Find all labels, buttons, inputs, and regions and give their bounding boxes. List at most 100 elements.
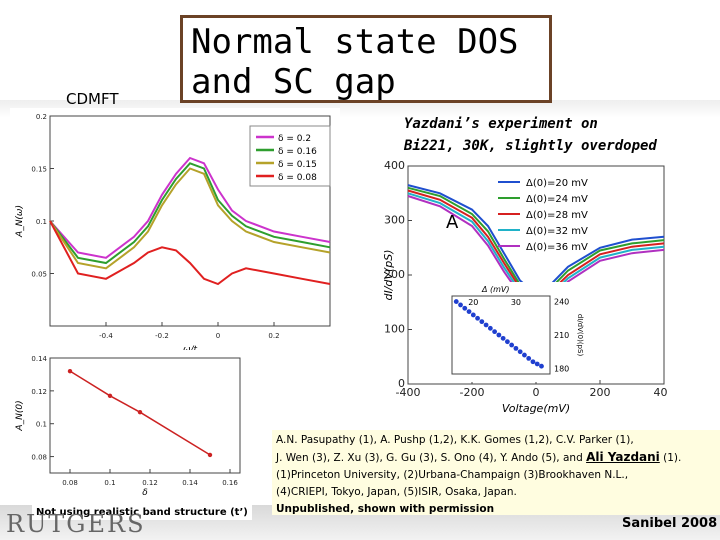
inset-data-point — [509, 342, 515, 348]
ref-author-highlight[interactable]: Ali Yazdani — [586, 450, 660, 464]
inset-data-point — [526, 356, 532, 361]
inset-data-point — [487, 325, 493, 331]
ref-line1: A.N. Pasupathy (1), A. Pushp (1,2), K.K.… — [276, 434, 634, 446]
inset-x-tick-label: 30 — [511, 298, 521, 307]
inset-data-point — [458, 302, 463, 308]
inset-data-point — [492, 329, 498, 335]
series-line — [49, 156, 331, 259]
x-tick-label: 0 — [533, 386, 540, 399]
note-band-structure: Not using realistic band structure (t’) — [32, 505, 252, 520]
inset-data-point — [475, 315, 480, 321]
x-axis-label: Voltage(mV) — [502, 402, 570, 415]
rutgers-logo: RUTGERS — [6, 510, 146, 538]
y-tick-label: 0.14 — [31, 355, 47, 363]
x-tick-label: 0.1 — [104, 479, 115, 487]
x-tick-label: 0.14 — [182, 479, 198, 487]
inset-x-tick-label: 20 — [468, 298, 478, 307]
ref-line3: (1)Princeton University, (2)Urbana-Champ… — [276, 469, 629, 481]
inset-data-point — [513, 345, 519, 351]
title-box: Normal state DOS and SC gap — [180, 15, 552, 103]
x-tick-label: 0.16 — [222, 479, 238, 487]
y-tick-label: 200 — [384, 268, 405, 281]
x-tick-label: 0.2 — [268, 332, 279, 340]
inset-data-point — [470, 312, 476, 318]
inset-y-tick-label: 210 — [554, 331, 569, 340]
legend-label: δ = 0.2 — [278, 134, 311, 144]
inset-frame — [451, 295, 551, 375]
legend-label: Δ(0)=24 mV — [526, 194, 588, 205]
x-tick-label: -0.4 — [99, 332, 113, 340]
x-tick-label: -200 — [460, 386, 485, 399]
chart-cdmft-dos: -0.4 -0.2 0 0.20.050.10.150.2ω/tA_N(ω)δ = 0… — [10, 108, 340, 358]
legend-label: δ = 0.15 — [278, 160, 317, 170]
legend-label: Δ(0)=28 mV — [526, 210, 588, 221]
inset-data-point — [534, 361, 540, 367]
inset-y-tick-label: 240 — [554, 298, 569, 307]
legend-label: δ = 0.08 — [278, 173, 317, 183]
plot-frame — [49, 357, 241, 474]
x-tick-label: 400 — [654, 386, 669, 399]
references-box: A.N. Pasupathy (1), A. Pushp (1,2), K.K.… — [272, 430, 720, 515]
inset-data-point — [517, 349, 523, 355]
y-tick-label: 0.05 — [31, 271, 47, 279]
ref-line5: Unpublished, shown with permission — [276, 503, 495, 515]
y-tick-label: 0.1 — [36, 218, 47, 226]
y-axis-label: dI/dV(pS) — [382, 250, 395, 301]
data-point — [107, 393, 113, 398]
inset-data-point — [530, 359, 536, 365]
y-axis-label: A_N(ω) — [15, 205, 25, 238]
y-tick-label: 0.15 — [31, 166, 47, 174]
slide-title: Normal state DOS and SC gap — [191, 22, 519, 102]
legend-label: Δ(0)=20 mV — [526, 178, 588, 189]
series-line — [49, 220, 331, 286]
data-point — [67, 368, 73, 374]
chart-a0-vs-delta: 0.08 0.1 0.12 0.14 0.16 0.08 0.1 0.12 0.14 δ A_N(0… — [10, 350, 250, 500]
inset-data-point — [483, 322, 489, 328]
chart-stm-spectra: -400 -200 0 200 400 0 100 200 300 400 Voltage(mV) d… — [378, 158, 668, 420]
data-point — [207, 452, 213, 458]
data-point — [137, 410, 143, 415]
inset-y-axis-label: dI/dV(0)(pS) — [576, 314, 584, 357]
ref-line4: (4)CRIEPI, Tokyo, Japan, (5)ISIR, Osaka,… — [276, 486, 517, 498]
series-line — [49, 167, 331, 270]
footer-event: Sanibel 2008 — [622, 516, 718, 531]
y-tick-label: 0 — [398, 377, 405, 390]
inset-data-point — [496, 332, 502, 338]
inset-y-tick-label: 180 — [554, 364, 569, 373]
series-line — [49, 162, 331, 265]
y-tick-label: 0.2 — [36, 113, 47, 121]
inset-data-point — [504, 339, 510, 345]
y-axis-label: A_N(0) — [15, 400, 25, 431]
x-tick-label: -400 — [396, 386, 421, 399]
legend-label: δ = 0.16 — [278, 147, 317, 157]
x-tick-label: -0.2 — [155, 332, 169, 340]
experiment-title-line2: Bi221, 30K, slightly overdoped — [404, 138, 657, 154]
x-tick-label: 0 — [216, 332, 220, 340]
y-tick-label: 300 — [384, 214, 405, 227]
ref-line2-prefix: J. Wen (3), Z. Xu (3), G. Gu (3), S. Ono… — [276, 452, 587, 464]
inset-x-axis-label: Δ (mV) — [481, 285, 510, 294]
panel-label: A — [446, 212, 459, 233]
y-tick-label: 0.12 — [31, 388, 47, 396]
legend-label: Δ(0)=32 mV — [526, 226, 588, 237]
y-tick-label: 0.1 — [36, 421, 47, 429]
x-tick-label: 0.12 — [142, 479, 158, 487]
inset-data-point — [453, 299, 459, 304]
legend-label: Δ(0)=36 mV — [526, 242, 588, 253]
y-tick-label: 0.08 — [31, 454, 47, 462]
inset-data-point — [500, 335, 506, 341]
inset-data-point — [462, 305, 468, 311]
series-line — [69, 370, 211, 456]
ref-line2-suffix: (1). — [659, 452, 682, 464]
cdmft-label: CDMFT — [66, 90, 119, 108]
inset-data-point — [479, 319, 485, 325]
y-tick-label: 400 — [384, 159, 405, 172]
y-tick-label: 100 — [384, 323, 405, 336]
x-tick-label: 200 — [590, 386, 611, 399]
ref-line2: J. Wen (3), Z. Xu (3), G. Gu (3), S. Ono… — [276, 449, 716, 467]
x-axis-label: δ — [142, 488, 148, 498]
inset-data-point — [539, 363, 544, 369]
inset-data-point — [522, 352, 527, 358]
inset-background — [450, 282, 582, 382]
inset-data-point — [466, 309, 472, 314]
